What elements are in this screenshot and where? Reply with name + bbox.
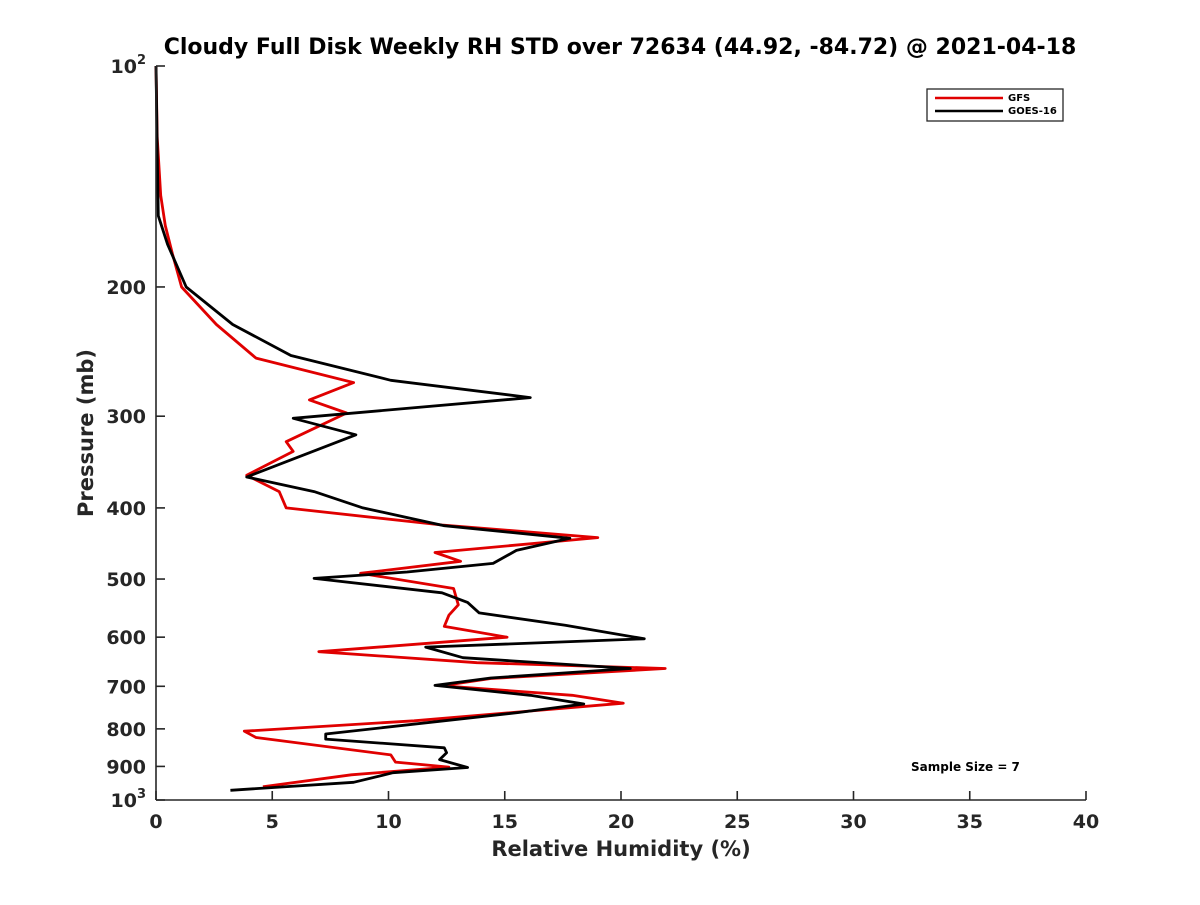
- sample-size-annotation: Sample Size = 7: [911, 760, 1020, 774]
- y-tick-label: 900: [106, 756, 146, 778]
- legend-label-goes-16: GOES-16: [1008, 106, 1057, 117]
- chart-title: Cloudy Full Disk Weekly RH STD over 7263…: [164, 35, 1077, 60]
- x-tick-label: 40: [1073, 811, 1099, 833]
- y-tick-label: 500: [106, 569, 146, 591]
- legend: GFS GOES-16: [926, 88, 1064, 122]
- x-tick-label: 0: [149, 811, 162, 833]
- y-tick-label: 103: [111, 787, 147, 812]
- x-tick-label: 20: [608, 811, 634, 833]
- series-line-goes-16: [154, 65, 646, 792]
- y-tick-label: 102: [111, 53, 147, 78]
- x-tick-label: 35: [957, 811, 983, 833]
- x-tick-label: 5: [266, 811, 279, 833]
- plot-area: [154, 65, 667, 792]
- y-tick-label: 300: [106, 406, 146, 428]
- x-axis-label: Relative Humidity (%): [491, 837, 750, 861]
- y-tick-label: 700: [106, 676, 146, 698]
- legend-label-gfs: GFS: [1008, 93, 1030, 104]
- x-tick-label: 10: [375, 811, 401, 833]
- y-axis-ticks: 102 200 300 400 500 600 700 800 900 103: [106, 53, 165, 812]
- y-tick-label: 600: [106, 627, 146, 649]
- legend-box: [926, 88, 1064, 122]
- x-axis-ticks: 0 5 10 15 20 25 30 35 40: [149, 791, 1099, 833]
- y-tick-label: 400: [106, 498, 146, 520]
- y-axis-label: Pressure (mb): [74, 349, 98, 517]
- x-tick-label: 30: [840, 811, 866, 833]
- y-tick-label: 800: [106, 719, 146, 741]
- series-line-gfs: [154, 65, 667, 789]
- y-tick-label: 200: [106, 277, 146, 299]
- x-tick-label: 25: [724, 811, 750, 833]
- x-tick-label: 15: [492, 811, 518, 833]
